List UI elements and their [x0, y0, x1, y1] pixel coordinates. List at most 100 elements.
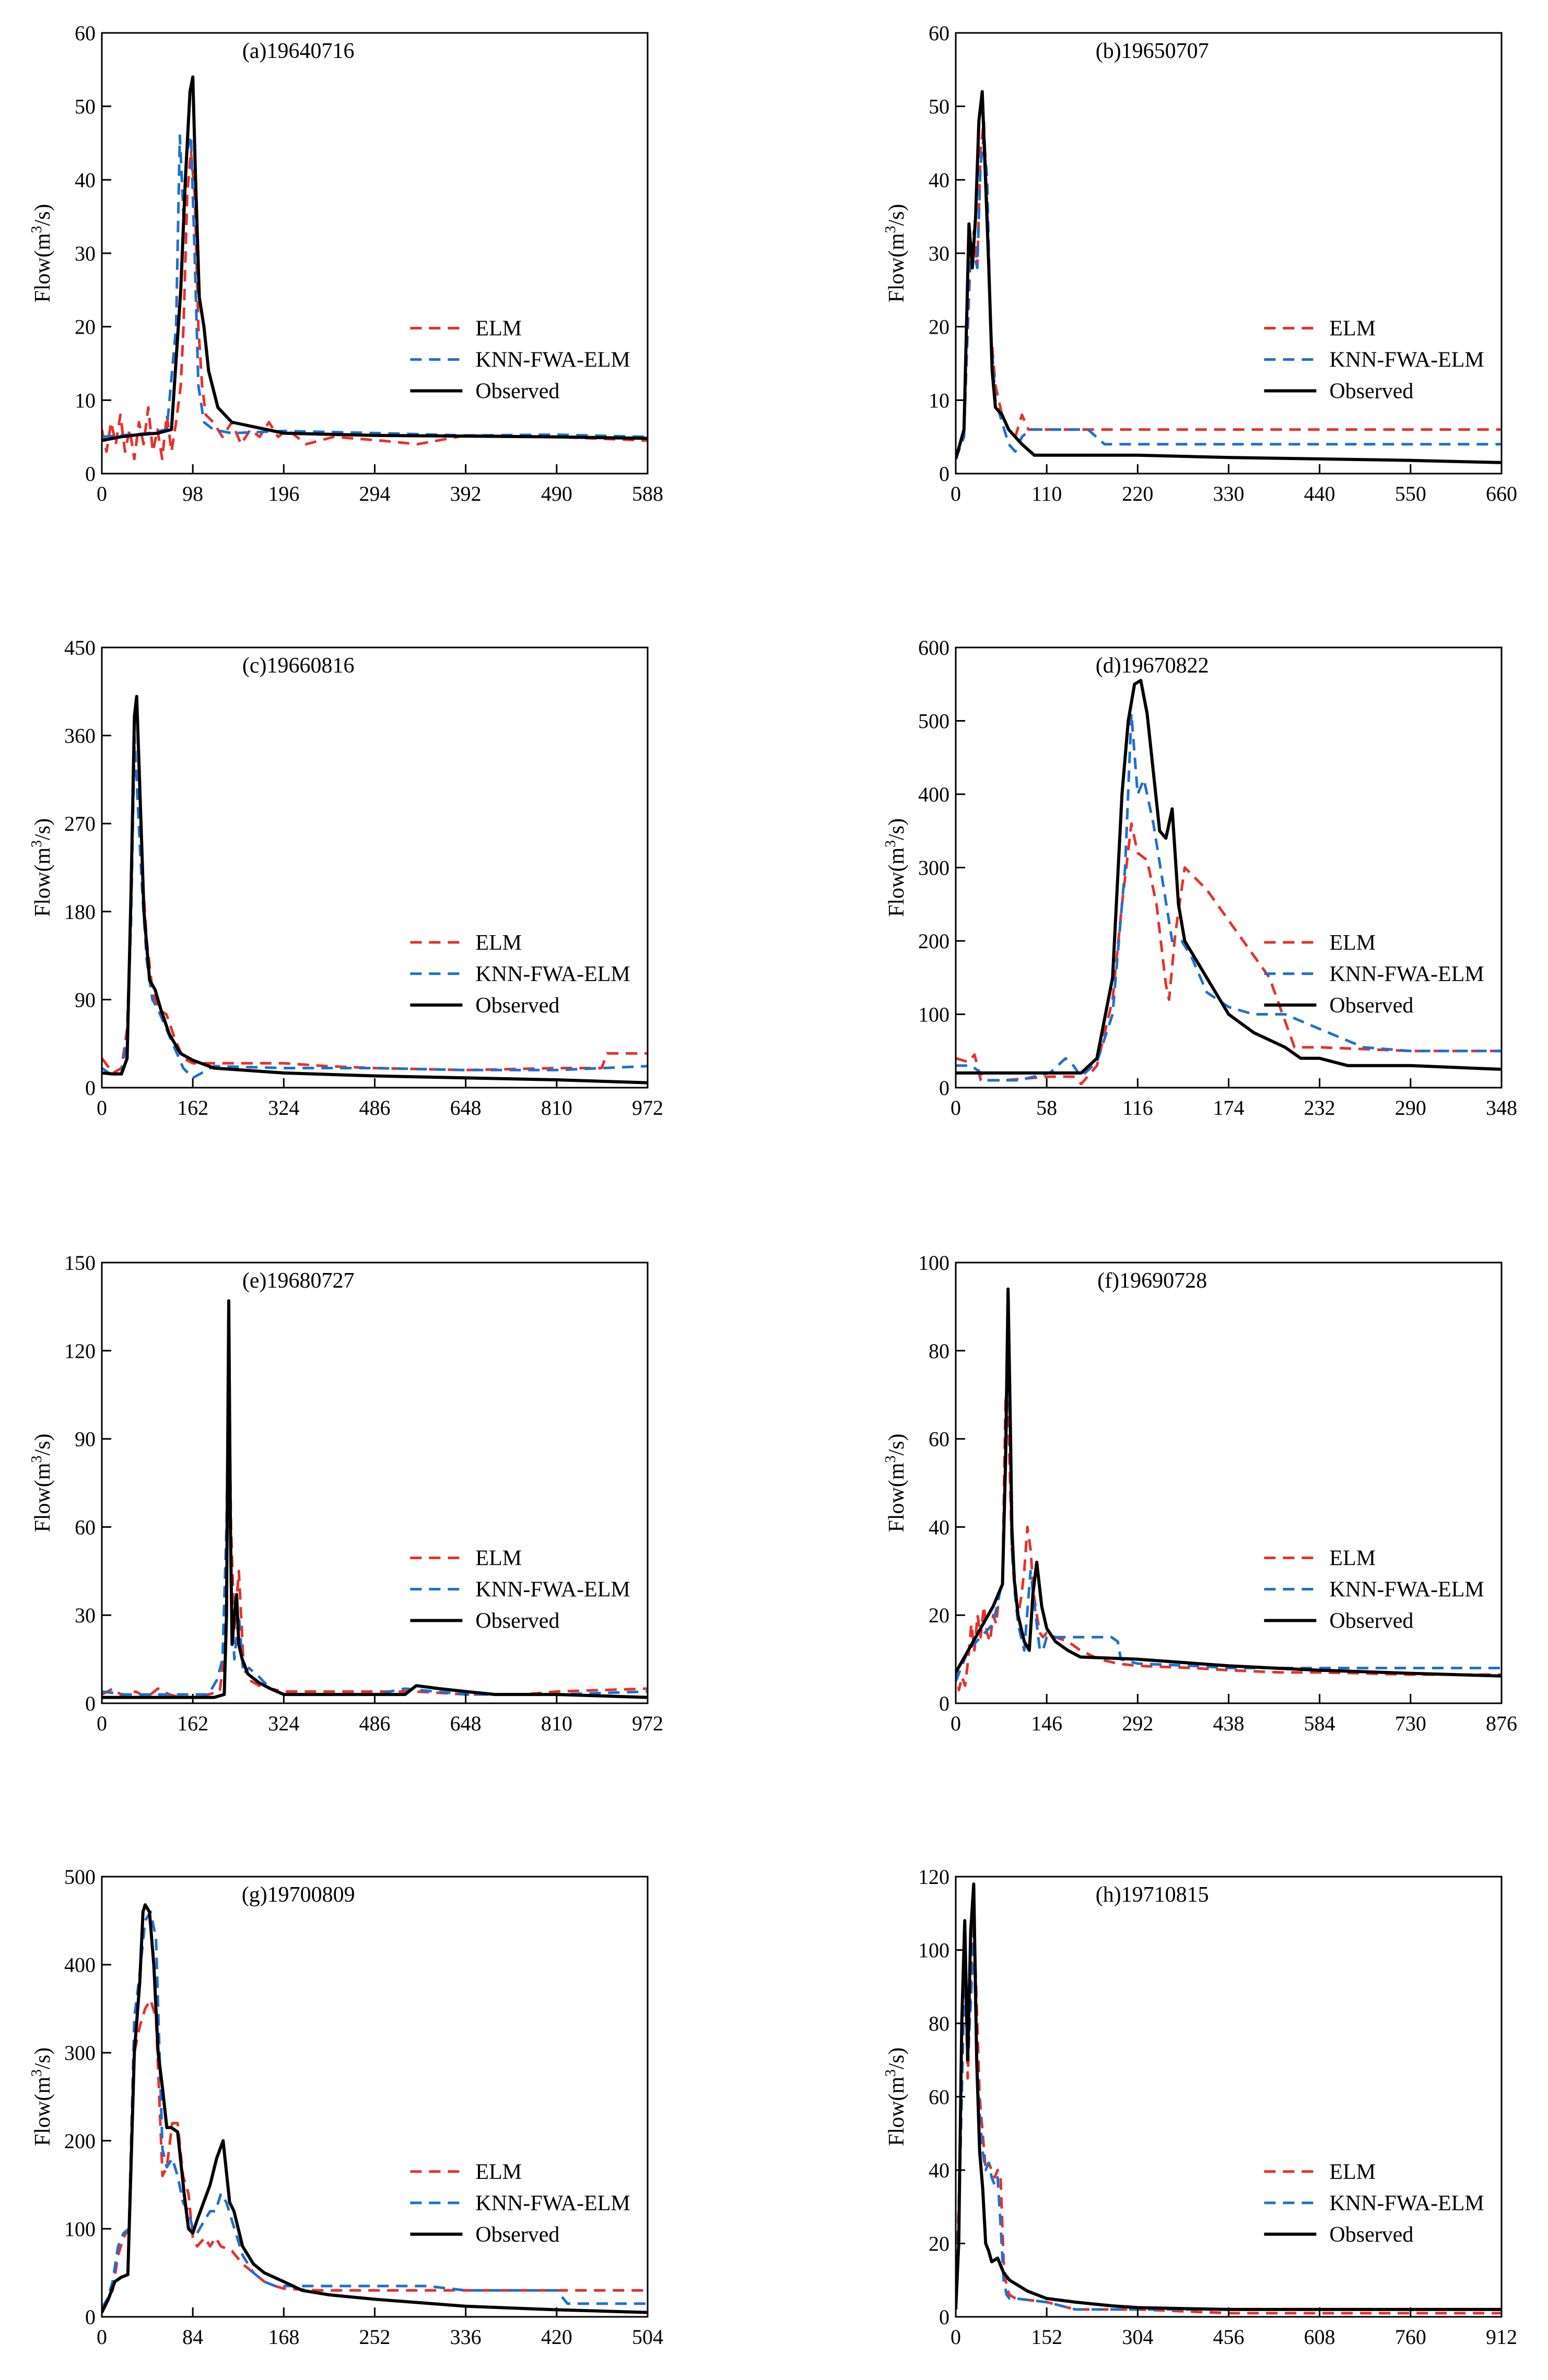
y-tick-label: 40 [75, 168, 96, 192]
series-line-elm [956, 822, 1502, 1086]
series-line-observed [956, 1882, 1502, 2311]
y-axis-label: Flow(m3/s) [29, 204, 55, 302]
x-tick-label: 504 [632, 2325, 663, 2349]
y-axis-label: Flow(m3/s) [883, 818, 909, 917]
y-tick-label: 0 [85, 2305, 96, 2329]
x-tick-label: 0 [951, 482, 961, 505]
plot-frame [101, 1876, 649, 2318]
x-tick-label: 292 [1122, 1712, 1153, 1735]
series-line-observed [956, 679, 1502, 1075]
y-tick-label: 20 [929, 1604, 949, 1627]
series-line-elm [102, 1998, 648, 2309]
x-tick-label: 440 [1304, 482, 1335, 505]
y-axis-label: Flow(m3/s) [883, 1433, 909, 1532]
series-line-observed [102, 1299, 648, 1699]
x-tick-label: 152 [1031, 2325, 1062, 2349]
plot-frame [101, 1262, 649, 1704]
y-tick-label: 0 [939, 1692, 949, 1715]
y-tick-label: 20 [929, 315, 949, 339]
y-tick-label: 40 [929, 168, 949, 192]
x-tick-label: 0 [97, 482, 107, 505]
series-line-knn [956, 712, 1502, 1082]
x-tick-label: 760 [1395, 2325, 1426, 2349]
legend-label-elm: ELM [1329, 931, 1376, 955]
x-tick-label: 0 [97, 2325, 107, 2349]
series-line-knn [956, 1340, 1502, 1682]
y-tick-label: 600 [918, 636, 949, 659]
x-tick-label: 972 [632, 1096, 663, 1120]
y-tick-label: 90 [75, 988, 96, 1011]
series-line-observed [102, 694, 648, 1085]
x-tick-label: 648 [450, 1712, 482, 1735]
y-tick-label: 50 [929, 95, 949, 119]
legend-label-observed: Observed [1329, 1609, 1413, 1633]
y-axis-label: Flow(m3/s) [29, 818, 55, 917]
legend-label-observed: Observed [1329, 2223, 1413, 2247]
chart-title: (e)19680727 [242, 1269, 355, 1293]
y-tick-label: 400 [64, 1953, 96, 1977]
x-tick-label: 456 [1213, 2325, 1245, 2349]
y-tick-label: 60 [929, 21, 949, 45]
series-line-observed [956, 90, 1502, 464]
x-tick-label: 348 [1486, 1096, 1517, 1120]
legend-label-elm: ELM [1329, 1546, 1376, 1570]
series-line-knn [956, 134, 1502, 459]
y-tick-label: 300 [64, 2041, 96, 2065]
legend-label-knn: KNN-FWA-ELM [475, 1577, 630, 1601]
x-tick-label: 162 [177, 1712, 208, 1735]
x-tick-label: 294 [359, 482, 391, 505]
x-tick-label: 648 [450, 1096, 482, 1120]
chart-title: (f)19690728 [1097, 1269, 1207, 1293]
chart-panel-1: 0 98 196 294 392 490 588 0 10 20 30 40 50 60 (a)196407… [29, 21, 663, 505]
x-tick-label: 660 [1486, 482, 1517, 505]
legend-label-knn: KNN-FWA-ELM [1329, 348, 1484, 372]
chart-panel-3: 0 162 324 486 648 810 972 0 90 180 270 360 450 (c)196… [29, 636, 663, 1120]
y-tick-label: 120 [64, 1339, 96, 1363]
x-tick-label: 324 [268, 1712, 299, 1735]
series-line-observed [956, 1287, 1502, 1678]
y-tick-label: 200 [64, 2129, 96, 2153]
x-tick-label: 486 [359, 1712, 391, 1735]
x-tick-label: 0 [951, 1712, 961, 1735]
y-tick-label: 0 [939, 462, 949, 486]
y-tick-label: 0 [85, 1076, 96, 1100]
y-axis-label: Flow(m3/s) [29, 1433, 55, 1532]
x-tick-label: 220 [1122, 482, 1153, 505]
x-tick-label: 912 [1486, 2325, 1517, 2349]
series-line-knn [102, 734, 648, 1079]
x-tick-label: 58 [1036, 1096, 1057, 1120]
x-tick-label: 174 [1213, 1096, 1245, 1120]
y-tick-label: 60 [75, 21, 96, 45]
y-tick-label: 30 [75, 242, 96, 265]
x-tick-label: 290 [1395, 1096, 1426, 1120]
legend-label-observed: Observed [1329, 379, 1413, 403]
x-tick-label: 972 [632, 1712, 663, 1735]
chart-panel-4: 0 58 116 174 232 290 348 0 100 200 300 400 500 600 (d)… [883, 636, 1517, 1120]
y-tick-label: 60 [929, 2086, 949, 2109]
x-tick-label: 438 [1213, 1712, 1245, 1735]
y-axis-label: Flow(m3/s) [883, 2047, 909, 2146]
x-tick-label: 810 [541, 1712, 572, 1735]
x-tick-label: 0 [97, 1712, 107, 1735]
x-tick-label: 0 [951, 1096, 961, 1120]
legend-label-elm: ELM [475, 2160, 522, 2184]
legend-label-knn: KNN-FWA-ELM [1329, 2192, 1484, 2216]
y-tick-label: 30 [75, 1604, 96, 1627]
series-line-elm [102, 744, 648, 1075]
plot-frame [955, 1876, 1503, 2318]
series-line-elm [956, 120, 1502, 459]
y-tick-label: 0 [85, 1692, 96, 1715]
y-tick-label: 120 [918, 1865, 949, 1889]
series-line-elm [956, 1393, 1502, 1692]
y-tick-label: 20 [929, 2232, 949, 2256]
chart-panel-8: 0 152 304 456 608 760 912 0 20 40 60 80 100 120 (h)197… [883, 1865, 1517, 2349]
y-tick-label: 100 [918, 1003, 949, 1027]
y-axis-label: Flow(m3/s) [883, 204, 909, 302]
y-tick-label: 100 [918, 1251, 949, 1275]
x-tick-label: 420 [541, 2325, 572, 2349]
x-tick-label: 392 [450, 482, 482, 505]
y-tick-label: 10 [75, 388, 96, 412]
legend-label-elm: ELM [475, 931, 522, 955]
series-line-knn [102, 134, 648, 439]
x-tick-label: 486 [359, 1096, 391, 1120]
